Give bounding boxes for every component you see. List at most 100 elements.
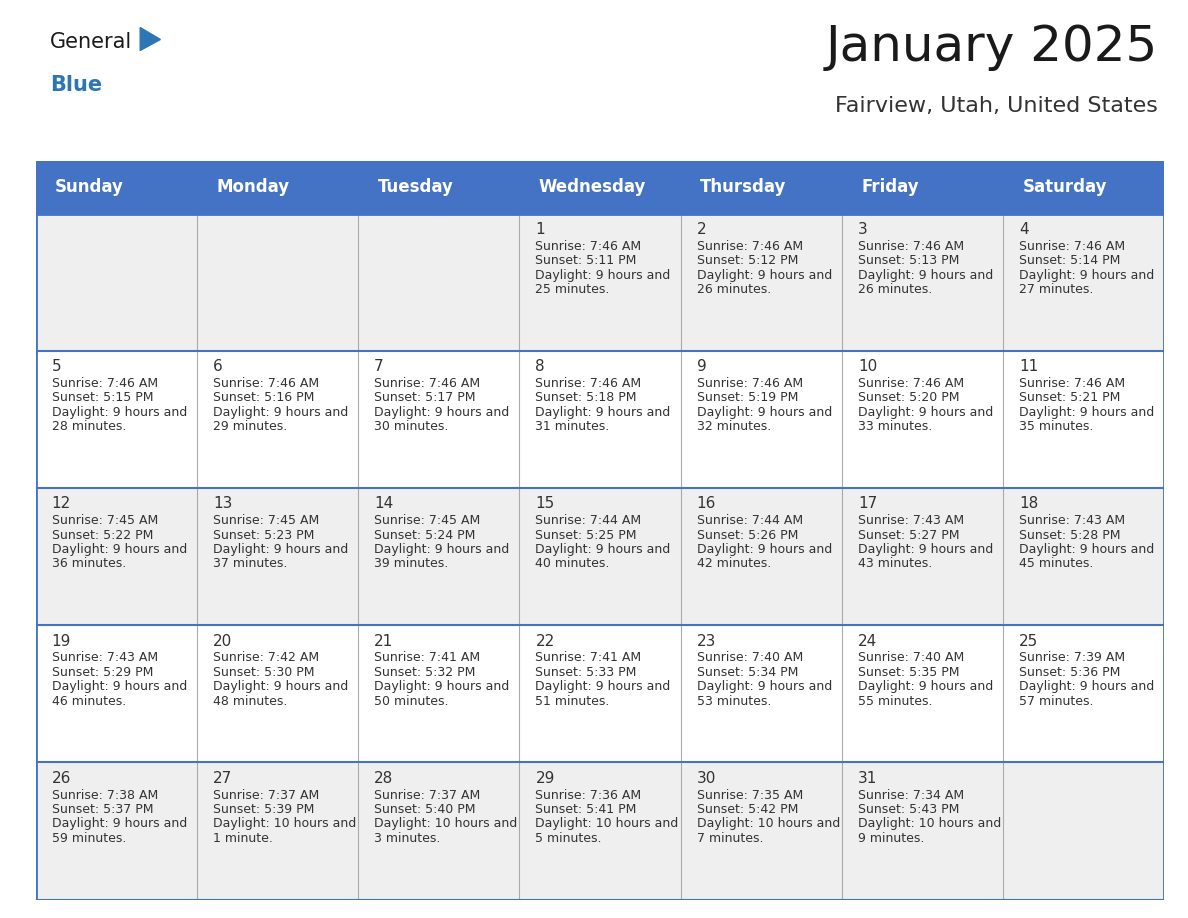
Text: Daylight: 9 hours and: Daylight: 9 hours and	[858, 543, 993, 556]
Text: Daylight: 9 hours and: Daylight: 9 hours and	[536, 680, 671, 693]
Text: Daylight: 9 hours and: Daylight: 9 hours and	[52, 543, 187, 556]
Text: 48 minutes.: 48 minutes.	[213, 695, 287, 708]
Text: Sunset: 5:22 PM: Sunset: 5:22 PM	[52, 529, 153, 542]
Bar	[36, 625, 1164, 763]
Text: 37 minutes.: 37 minutes.	[213, 557, 287, 570]
Text: Daylight: 9 hours and: Daylight: 9 hours and	[374, 406, 510, 419]
Text: 27: 27	[213, 771, 232, 786]
Text: 46 minutes.: 46 minutes.	[52, 695, 126, 708]
Text: 14: 14	[374, 497, 393, 511]
Bar	[36, 214, 1164, 351]
Text: Monday: Monday	[216, 178, 290, 196]
Bar	[36, 488, 1164, 625]
Text: Sunrise: 7:40 AM: Sunrise: 7:40 AM	[696, 652, 803, 665]
Text: Friday: Friday	[861, 178, 918, 196]
Text: Sunrise: 7:46 AM: Sunrise: 7:46 AM	[52, 377, 158, 390]
Text: Sunrise: 7:34 AM: Sunrise: 7:34 AM	[858, 789, 963, 801]
Text: Sunset: 5:41 PM: Sunset: 5:41 PM	[536, 803, 637, 816]
Text: Sunset: 5:18 PM: Sunset: 5:18 PM	[536, 391, 637, 405]
Text: Sunrise: 7:43 AM: Sunrise: 7:43 AM	[52, 652, 158, 665]
Text: 26 minutes.: 26 minutes.	[696, 283, 771, 297]
Text: Daylight: 9 hours and: Daylight: 9 hours and	[858, 680, 993, 693]
Text: Sunrise: 7:36 AM: Sunrise: 7:36 AM	[536, 789, 642, 801]
Text: Sunrise: 7:44 AM: Sunrise: 7:44 AM	[696, 514, 803, 527]
Text: 13: 13	[213, 497, 233, 511]
Text: Sunset: 5:12 PM: Sunset: 5:12 PM	[696, 254, 798, 267]
Text: 42 minutes.: 42 minutes.	[696, 557, 771, 570]
Text: 9 minutes.: 9 minutes.	[858, 832, 924, 845]
Text: Sunset: 5:39 PM: Sunset: 5:39 PM	[213, 803, 315, 816]
Text: 8: 8	[536, 359, 545, 375]
Text: Daylight: 9 hours and: Daylight: 9 hours and	[536, 406, 671, 419]
Text: 32 minutes.: 32 minutes.	[696, 420, 771, 433]
Text: 27 minutes.: 27 minutes.	[1019, 283, 1093, 297]
Text: Sunrise: 7:46 AM: Sunrise: 7:46 AM	[858, 240, 963, 253]
Text: 36 minutes.: 36 minutes.	[52, 557, 126, 570]
Text: 24: 24	[858, 633, 877, 648]
Text: Sunrise: 7:37 AM: Sunrise: 7:37 AM	[213, 789, 320, 801]
Text: Sunrise: 7:45 AM: Sunrise: 7:45 AM	[52, 514, 158, 527]
Text: 43 minutes.: 43 minutes.	[858, 557, 933, 570]
Text: Sunrise: 7:44 AM: Sunrise: 7:44 AM	[536, 514, 642, 527]
Text: Sunset: 5:32 PM: Sunset: 5:32 PM	[374, 666, 475, 678]
Text: Sunset: 5:35 PM: Sunset: 5:35 PM	[858, 666, 960, 678]
Text: 30: 30	[696, 771, 716, 786]
Text: 19: 19	[52, 633, 71, 648]
Text: Sunset: 5:19 PM: Sunset: 5:19 PM	[696, 391, 798, 405]
Text: Sunrise: 7:46 AM: Sunrise: 7:46 AM	[696, 377, 803, 390]
Text: Daylight: 9 hours and: Daylight: 9 hours and	[52, 406, 187, 419]
Text: 3: 3	[858, 222, 867, 237]
Text: 25 minutes.: 25 minutes.	[536, 283, 609, 297]
Text: Sunset: 5:28 PM: Sunset: 5:28 PM	[1019, 529, 1120, 542]
Text: 23: 23	[696, 633, 716, 648]
Text: Sunset: 5:34 PM: Sunset: 5:34 PM	[696, 666, 798, 678]
Text: Sunday: Sunday	[55, 178, 124, 196]
Text: Saturday: Saturday	[1023, 178, 1107, 196]
Text: 50 minutes.: 50 minutes.	[374, 695, 449, 708]
Text: 6: 6	[213, 359, 222, 375]
Text: 28: 28	[374, 771, 393, 786]
Text: 55 minutes.: 55 minutes.	[858, 695, 933, 708]
Text: Daylight: 9 hours and: Daylight: 9 hours and	[1019, 269, 1155, 282]
Text: Sunset: 5:33 PM: Sunset: 5:33 PM	[536, 666, 637, 678]
Text: Sunrise: 7:41 AM: Sunrise: 7:41 AM	[374, 652, 480, 665]
Text: 35 minutes.: 35 minutes.	[1019, 420, 1093, 433]
Text: Daylight: 10 hours and: Daylight: 10 hours and	[696, 817, 840, 831]
Text: Sunrise: 7:46 AM: Sunrise: 7:46 AM	[696, 240, 803, 253]
Text: 21: 21	[374, 633, 393, 648]
Text: Wednesday: Wednesday	[538, 178, 646, 196]
Text: Sunset: 5:42 PM: Sunset: 5:42 PM	[696, 803, 798, 816]
Text: 10: 10	[858, 359, 877, 375]
Text: 1 minute.: 1 minute.	[213, 832, 273, 845]
Text: 3 minutes.: 3 minutes.	[374, 832, 441, 845]
Text: Blue: Blue	[50, 75, 102, 95]
Text: Sunrise: 7:46 AM: Sunrise: 7:46 AM	[1019, 240, 1125, 253]
Text: Sunset: 5:21 PM: Sunset: 5:21 PM	[1019, 391, 1120, 405]
Text: Sunrise: 7:41 AM: Sunrise: 7:41 AM	[536, 652, 642, 665]
Text: Sunrise: 7:46 AM: Sunrise: 7:46 AM	[858, 377, 963, 390]
Text: Sunset: 5:27 PM: Sunset: 5:27 PM	[858, 529, 960, 542]
Text: Sunrise: 7:37 AM: Sunrise: 7:37 AM	[374, 789, 480, 801]
Text: 16: 16	[696, 497, 716, 511]
Bar	[36, 351, 1164, 488]
Bar	[36, 763, 1164, 900]
Text: Sunrise: 7:46 AM: Sunrise: 7:46 AM	[536, 377, 642, 390]
Text: 22: 22	[536, 633, 555, 648]
Text: Daylight: 9 hours and: Daylight: 9 hours and	[52, 680, 187, 693]
Text: Thursday: Thursday	[700, 178, 786, 196]
Text: Daylight: 9 hours and: Daylight: 9 hours and	[696, 406, 832, 419]
Text: Sunrise: 7:46 AM: Sunrise: 7:46 AM	[374, 377, 480, 390]
Text: Daylight: 9 hours and: Daylight: 9 hours and	[696, 680, 832, 693]
Text: Daylight: 10 hours and: Daylight: 10 hours and	[374, 817, 518, 831]
Text: Sunset: 5:30 PM: Sunset: 5:30 PM	[213, 666, 315, 678]
Text: Daylight: 10 hours and: Daylight: 10 hours and	[536, 817, 678, 831]
Text: 30 minutes.: 30 minutes.	[374, 420, 449, 433]
Text: Tuesday: Tuesday	[378, 178, 454, 196]
Text: Daylight: 10 hours and: Daylight: 10 hours and	[858, 817, 1001, 831]
Text: 31 minutes.: 31 minutes.	[536, 420, 609, 433]
Text: Daylight: 9 hours and: Daylight: 9 hours and	[1019, 543, 1155, 556]
Text: Sunrise: 7:43 AM: Sunrise: 7:43 AM	[858, 514, 963, 527]
Text: 31: 31	[858, 771, 877, 786]
Text: Sunset: 5:24 PM: Sunset: 5:24 PM	[374, 529, 475, 542]
Text: 26 minutes.: 26 minutes.	[858, 283, 933, 297]
